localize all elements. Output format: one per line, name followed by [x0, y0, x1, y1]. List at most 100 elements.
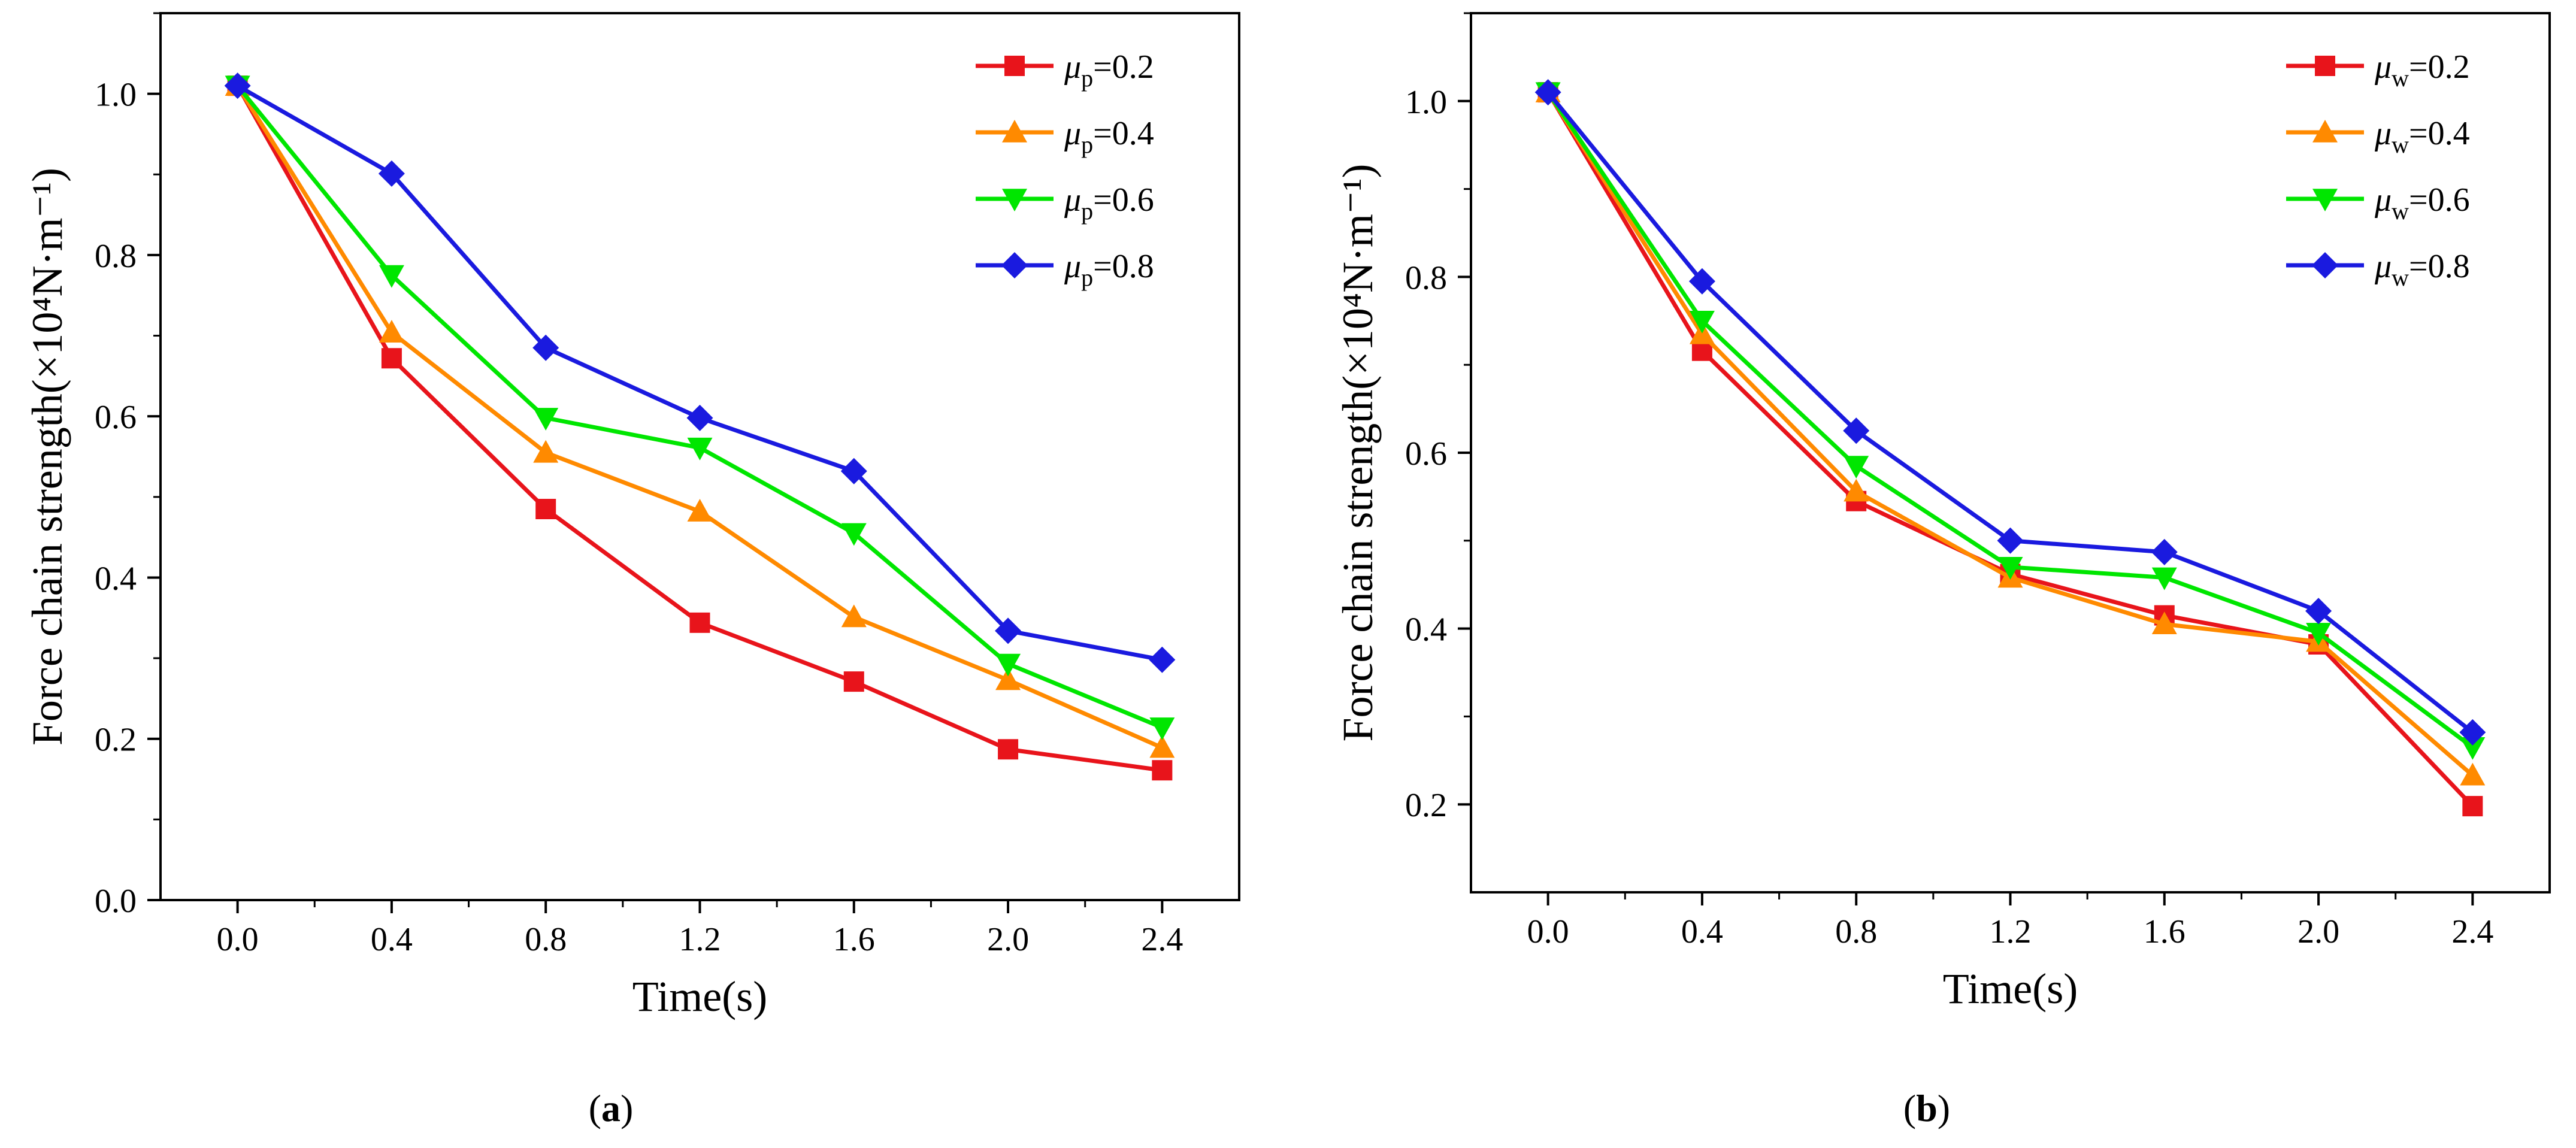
legend-symbol: μ	[2374, 115, 2392, 152]
data-point	[687, 437, 713, 461]
legend-marker	[2312, 189, 2338, 211]
data-point	[1149, 646, 1176, 673]
caption-close: )	[1938, 1087, 1950, 1129]
data-point	[533, 408, 559, 431]
panel-caption: (b)	[1903, 1087, 1950, 1129]
legend-entry: μp=0.6	[976, 181, 1154, 225]
series-2	[1535, 82, 2486, 760]
data-point	[1844, 478, 1869, 502]
legend-value: =0.6	[1093, 181, 1154, 219]
legend-entry: μp=0.2	[976, 49, 1154, 92]
legend-symbol: μ	[1064, 49, 1081, 86]
legend-entry: μw=0.8	[2286, 248, 2470, 291]
legend-label: μp=0.8	[1064, 248, 1154, 291]
legend-marker	[1002, 120, 1027, 143]
chart-panel-a: 0.0 0.4 0.8 1.2 1.6 2.0 2.4 0.0 0.2 0.4 0.6 0.8 1.0 T…	[23, 12, 1240, 1129]
data-point	[995, 653, 1021, 677]
legend-value: =0.8	[1093, 248, 1154, 285]
legend-value: =0.8	[2409, 248, 2470, 285]
legend-value: =0.4	[2409, 115, 2470, 152]
data-point	[381, 348, 402, 369]
y-tick-label: 0.6	[1405, 435, 1447, 472]
y-axis-label: Force chain strength(×10⁴N·m⁻¹)	[23, 168, 71, 746]
legend-value: =0.2	[2409, 49, 2470, 86]
series-1	[1535, 80, 2486, 786]
data-point	[841, 604, 867, 628]
legend-marker	[1002, 189, 1027, 211]
y-tick-label: 0.6	[95, 399, 137, 436]
y-tick-label: 0.8	[95, 238, 137, 275]
legend: μp=0.2μp=0.4μp=0.6μp=0.8	[976, 49, 1154, 291]
data-point	[533, 440, 559, 463]
y-tick-label: 0.8	[1405, 259, 1447, 296]
y-tick-label: 0.0	[95, 883, 137, 920]
legend-subscript: p	[1081, 131, 1093, 158]
data-point	[687, 499, 713, 522]
data-point	[2151, 538, 2178, 565]
series-line	[1546, 90, 2474, 734]
x-tick-label: 2.0	[987, 921, 1029, 958]
y-tick-label: 0.4	[1405, 611, 1447, 649]
legend-label: μp=0.2	[1064, 49, 1154, 92]
legend-symbol: μ	[2374, 49, 2392, 86]
series-line	[236, 84, 1163, 662]
legend-symbol: μ	[1064, 115, 1081, 152]
legend-entry: μw=0.6	[2286, 181, 2470, 225]
legend-value: =0.4	[1093, 115, 1154, 152]
series-2	[225, 75, 1175, 740]
x-tick-label: 2.0	[2297, 913, 2339, 950]
legend-marker	[1004, 56, 1025, 76]
data-point	[378, 160, 405, 187]
data-point	[995, 667, 1021, 690]
y-tick-label: 1.0	[95, 77, 137, 114]
data-point	[1997, 557, 2023, 580]
x-tick-label: 0.0	[1527, 913, 1569, 950]
y-axis-label: Force chain strength(×10⁴N·m⁻¹)	[1334, 163, 1382, 741]
legend-marker	[1001, 252, 1028, 278]
x-tick-label: 0.4	[1681, 913, 1723, 950]
data-point	[840, 458, 867, 484]
legend-subscript: w	[2392, 131, 2409, 158]
legend-marker	[2312, 120, 2338, 143]
legend-label: μw=0.2	[2374, 49, 2470, 92]
x-tick-label: 2.4	[2451, 913, 2493, 950]
x-tick-label: 1.6	[2144, 913, 2185, 950]
legend-subscript: p	[1081, 198, 1093, 225]
x-axis-label: Time(s)	[1943, 965, 2078, 1013]
caption-letter: a	[601, 1087, 620, 1129]
legend-subscript: p	[1081, 65, 1093, 92]
data-point	[843, 671, 864, 692]
data-point	[379, 320, 404, 343]
data-point	[1152, 760, 1173, 781]
data-point	[1844, 456, 1869, 479]
caption-close: )	[620, 1087, 633, 1129]
legend-entry: μp=0.8	[976, 248, 1154, 291]
data-point	[1149, 717, 1175, 740]
x-tick-label: 2.4	[1141, 921, 1183, 958]
x-tick-label: 1.2	[679, 921, 721, 958]
y-tick-label: 0.4	[95, 560, 137, 597]
legend-symbol: μ	[1064, 248, 1081, 285]
y-tick-label: 0.2	[1405, 787, 1447, 824]
data-point	[689, 612, 710, 633]
y-tick-label: 0.2	[95, 722, 137, 759]
data-point	[379, 265, 404, 288]
legend-label: μw=0.8	[2374, 248, 2470, 291]
series-3	[1534, 79, 2486, 746]
data-point	[2460, 762, 2486, 786]
legend-subscript: w	[2392, 65, 2409, 92]
legend-value: =0.2	[1093, 49, 1154, 86]
data-point	[2459, 719, 2486, 746]
caption-open: (	[589, 1087, 601, 1129]
legend-label: μp=0.6	[1064, 181, 1154, 225]
legend-entry: μw=0.4	[2286, 115, 2470, 158]
legend-subscript: p	[1081, 264, 1093, 291]
legend-entry: μp=0.4	[976, 115, 1154, 158]
data-point	[2151, 611, 2177, 635]
data-point	[1997, 527, 2024, 554]
legend-subscript: w	[2392, 264, 2409, 291]
data-point	[1149, 735, 1175, 758]
data-point	[2305, 598, 2332, 625]
data-point	[1534, 79, 1561, 106]
